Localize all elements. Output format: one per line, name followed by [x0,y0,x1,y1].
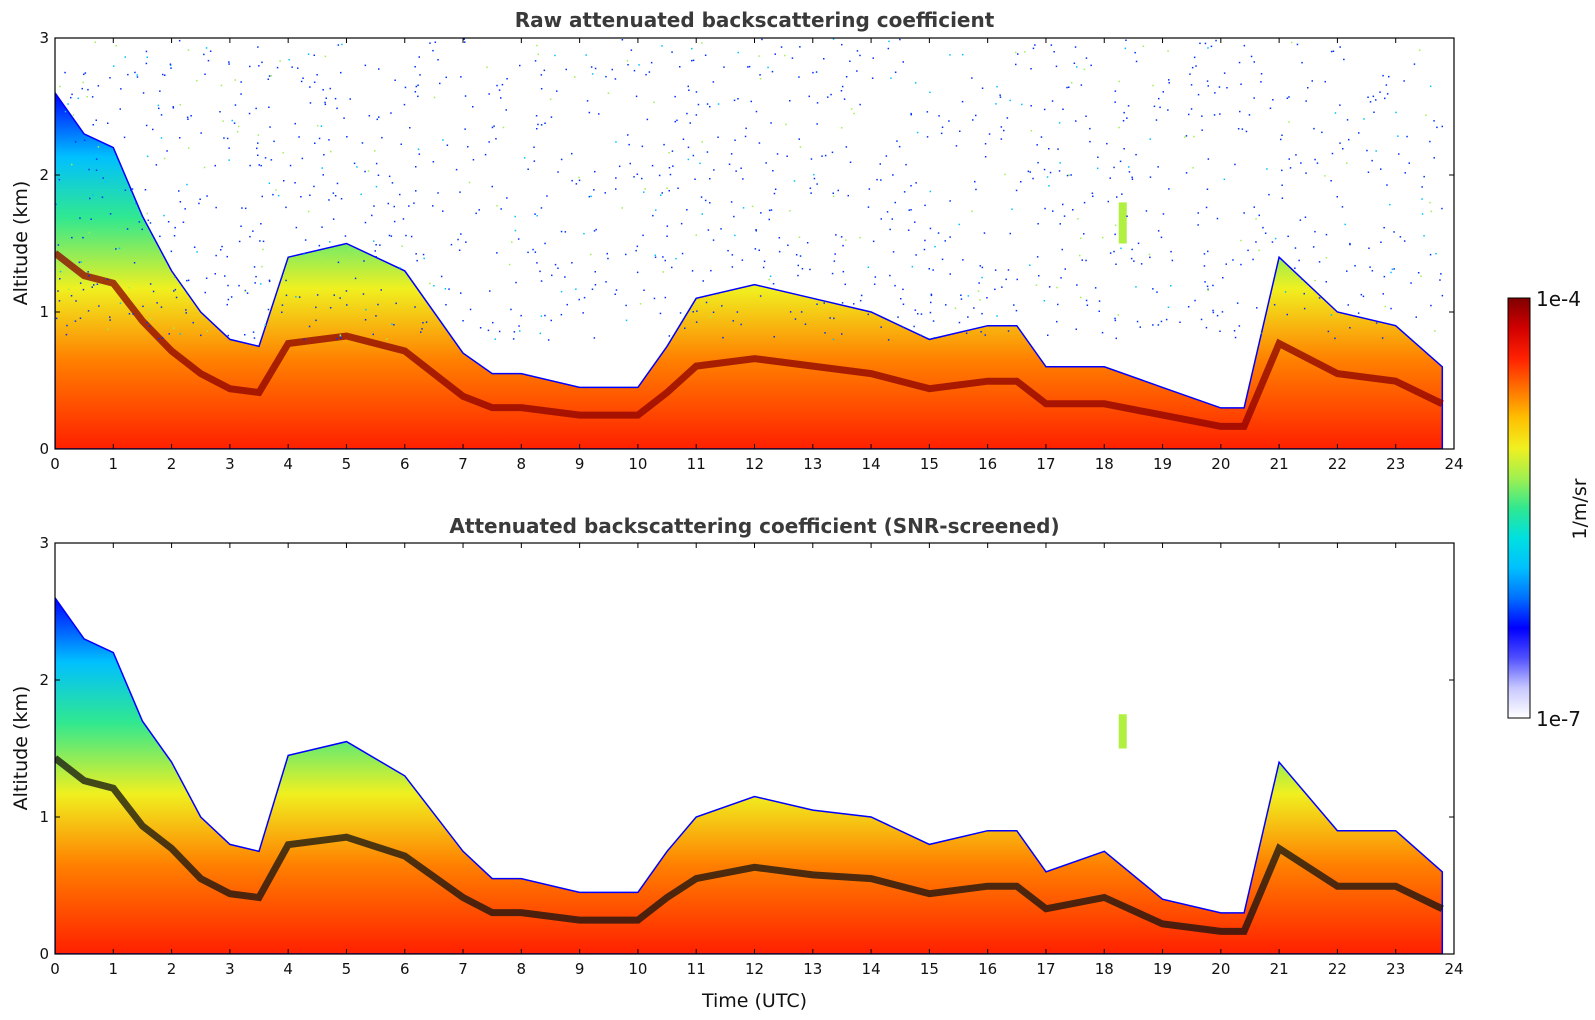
raw-x-tick-label: 3 [225,455,235,473]
raw-x-tick-label: 23 [1386,455,1406,473]
raw-x-tick-label: 9 [574,455,585,473]
raw-x-tick-label: 18 [1094,455,1114,473]
snr-y-axis [55,542,1454,955]
raw-x-tick-label: 12 [744,455,765,473]
raw-x-tick-label: 15 [919,455,939,473]
raw-x-tick-label: 19 [1152,455,1173,473]
raw-x-tick-label: 13 [803,455,823,473]
snr-x-tick-label: 20 [1211,960,1231,978]
snr-x-tick-label: 16 [978,960,998,978]
snr-x-tick-label: 19 [1152,960,1173,978]
raw-x-tick-label: 17 [1036,455,1056,473]
colorbar-gradient [1507,297,1531,719]
raw-x-tick-label: 24 [1444,455,1464,473]
raw-boundary-band [55,250,1444,430]
snr-y-tick-label: 2 [39,671,49,689]
raw-backscatter-panel [54,37,1455,450]
snr-x-tick-label: 18 [1094,960,1114,978]
snr-x-axis [54,543,1455,954]
colorbar [1507,297,1531,719]
raw-x-tick-label: 0 [50,455,60,473]
snr-x-tick-label: 23 [1386,960,1406,978]
snr-x-tick-label: 8 [516,960,527,978]
colorbar-min-label: 1e-7 [1536,707,1581,731]
raw-x-tick-label: 8 [516,455,527,473]
snr-x-tick-label: 3 [225,960,235,978]
colorbar-units-label: 1/m/sr [1569,478,1591,540]
raw-x-tick-label: 6 [399,455,410,473]
snr-x-tick-label: 22 [1327,960,1347,978]
snr-y-tick-label: 1 [39,808,49,826]
snr-x-tick-label: 4 [283,960,293,978]
snr-x-tick-label: 12 [744,960,765,978]
raw-x-tick-label: 1 [108,455,119,473]
raw-x-tick-label: 11 [686,455,706,473]
snr-aerosol-layer [55,596,1444,954]
snr-x-tick-label: 14 [861,960,881,978]
snr-x-tick-label: 0 [50,960,60,978]
raw-y-tick-label: 3 [39,29,49,47]
snr-x-tick-label: 17 [1036,960,1056,978]
snr-screened-panel [54,542,1455,955]
raw-y-axis [55,37,1454,450]
raw-y-axis-label: Altitude (km) [10,180,32,306]
snr-y-tick-label: 0 [39,945,49,963]
snr-boundary-band [55,755,1444,935]
raw-x-tick-label: 16 [978,455,998,473]
raw-x-tick-label: 2 [166,455,177,473]
snr-x-tick-label: 6 [399,960,410,978]
raw-y-tick-label: 0 [39,440,49,458]
raw-noise-speckle [55,38,1444,341]
snr-x-tick-label: 9 [574,960,585,978]
snr-x-tick-label: 10 [628,960,648,978]
raw-x-tick-label: 22 [1327,455,1347,473]
raw-x-tick-label: 20 [1211,455,1231,473]
colorbar-max-label: 1e-4 [1536,287,1581,311]
snr-x-tick-label: 15 [919,960,939,978]
x-axis-label: Time (UTC) [701,990,808,1012]
raw-x-tick-label: 10 [628,455,648,473]
snr-x-tick-label: 11 [686,960,706,978]
snr-x-tick-label: 2 [166,960,177,978]
snr-x-tick-label: 1 [108,960,119,978]
snr-heatmap [55,596,1444,954]
snr-x-tick-label: 13 [803,960,823,978]
snr-panel-title: Attenuated backscattering coefficient (S… [449,514,1060,538]
raw-y-tick-label: 1 [39,303,49,321]
snr-x-tick-label: 24 [1444,960,1464,978]
snr-y-tick-label: 3 [39,534,49,552]
raw-x-tick-label: 5 [341,455,352,473]
snr-x-tick-label: 7 [458,960,468,978]
raw-x-tick-label: 4 [283,455,293,473]
raw-x-tick-label: 7 [458,455,468,473]
raw-x-tick-label: 14 [861,455,881,473]
raw-aerosol-layer [55,91,1444,449]
raw-x-tick-label: 21 [1269,455,1289,473]
raw-outlier-patch [1118,202,1127,244]
snr-y-axis-label: Altitude (km) [10,685,32,811]
raw-y-tick-label: 2 [39,166,49,184]
raw-heatmap [55,38,1444,449]
snr-x-tick-label: 21 [1269,960,1289,978]
raw-x-axis [54,38,1455,449]
snr-outlier-patch [1118,714,1127,749]
raw-panel-title: Raw attenuated backscattering coefficien… [514,8,995,32]
snr-x-tick-label: 5 [341,960,352,978]
